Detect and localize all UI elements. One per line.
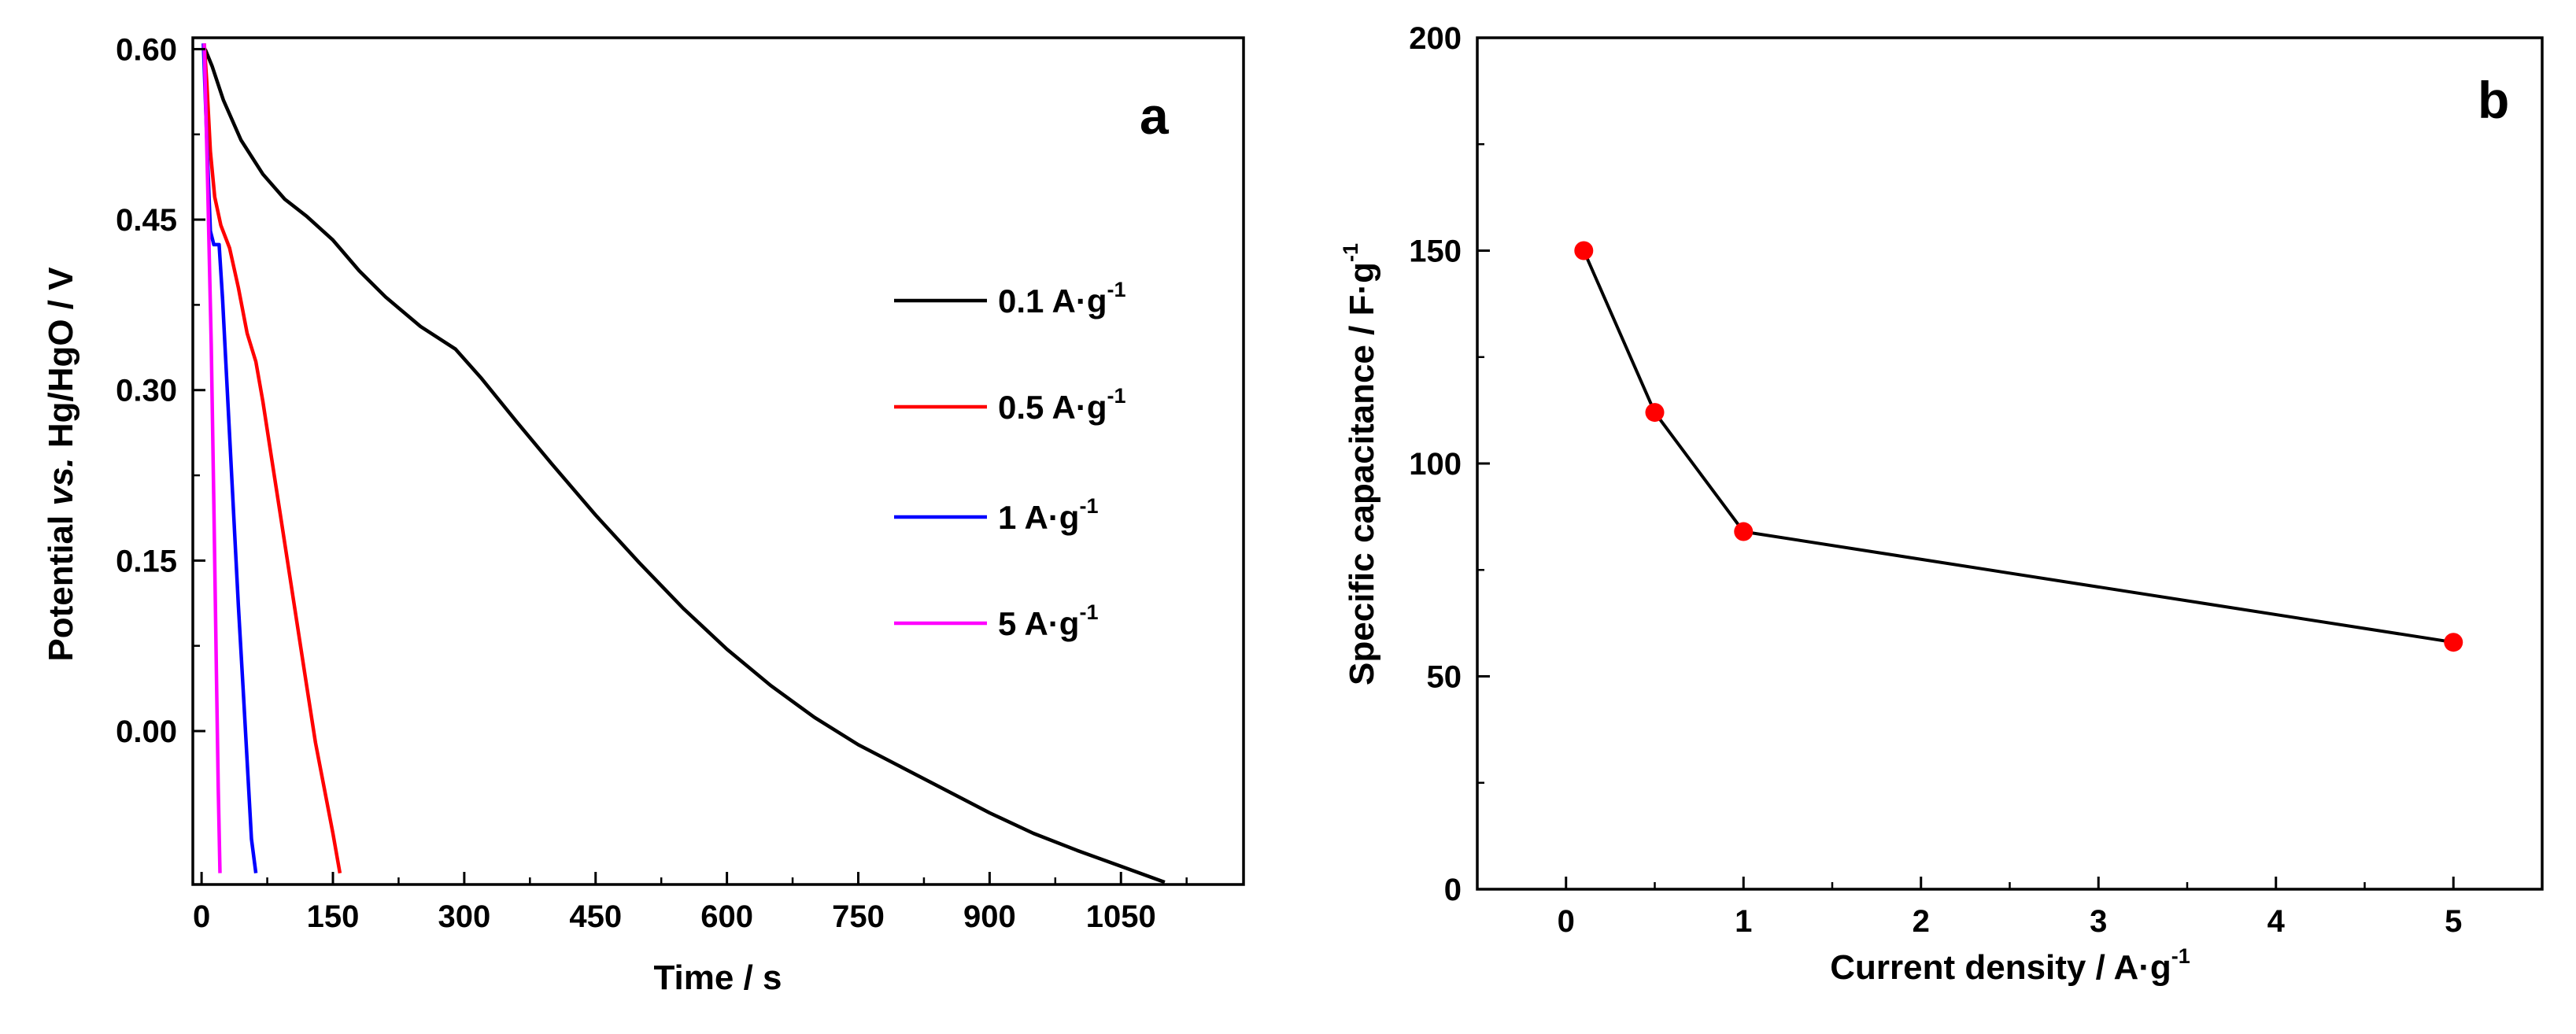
a-panel-label: a xyxy=(1140,87,1170,145)
b-y-tick-label: 50 xyxy=(1427,660,1462,695)
b-data-point xyxy=(2444,633,2463,652)
a-series-line-0 xyxy=(203,48,1166,884)
a-x-tick-label: 1050 xyxy=(1086,899,1156,934)
a-legend-entry: 1 A·g-1 xyxy=(894,494,1098,536)
b-x-tick-label: 0 xyxy=(1558,904,1575,939)
a-legend-label-0.1: 0.1 A·g-1 xyxy=(998,278,1125,319)
a-series-line-1 xyxy=(202,43,342,873)
a-legend-label-5: 5 A·g-1 xyxy=(998,600,1098,642)
b-plot-frame xyxy=(1476,36,2544,891)
a-series-line-3 xyxy=(202,43,222,873)
a-legend: 0.1 A·g-1 0.5 A·g-1 1 A·g-1 5 A·g-1 xyxy=(894,278,1125,642)
a-legend-label-1: 1 A·g-1 xyxy=(998,494,1098,536)
b-data-point xyxy=(1574,241,1594,260)
a-y-tick-label: 0.60 xyxy=(116,32,177,67)
a-legend-entry: 5 A·g-1 xyxy=(894,600,1098,642)
a-legend-entry: 0.1 A·g-1 xyxy=(894,278,1125,319)
b-y-tick-label: 200 xyxy=(1409,21,1462,56)
a-ticks: 0 150 300 450 600 750 900 1050 0.00 0.15 0.30 0.45 0… xyxy=(116,32,1188,934)
b-y-tick-label: 100 xyxy=(1409,447,1462,482)
a-legend-entry: 0.5 A·g-1 xyxy=(894,384,1125,426)
a-plot-frame xyxy=(191,36,1245,886)
b-series-line xyxy=(1582,249,2454,644)
b-data-point xyxy=(1645,403,1665,423)
b-series xyxy=(1574,241,2463,652)
b-panel-label: b xyxy=(2478,71,2509,129)
b-x-tick-label: 3 xyxy=(2090,904,2107,939)
a-x-tick-label: 750 xyxy=(832,899,885,934)
chart-a: 0 150 300 450 600 750 900 1050 0.00 0.15 0.30 0.45 0… xyxy=(42,32,1245,997)
a-x-tick-label: 0 xyxy=(193,899,210,934)
b-y-tick-label: 0 xyxy=(1444,873,1462,907)
b-x-tick-label: 1 xyxy=(1735,904,1752,939)
a-x-tick-label: 600 xyxy=(700,899,753,934)
a-y-tick-label: 0.15 xyxy=(116,544,177,578)
b-y-axis-label: Specific capacitance / F·g-1 xyxy=(1339,243,1381,685)
a-y-tick-label: 0.30 xyxy=(116,374,177,408)
b-x-tick-label: 4 xyxy=(2267,904,2286,939)
a-x-tick-label: 900 xyxy=(963,899,1016,934)
b-data-point xyxy=(1734,522,1754,541)
a-y-tick-label: 0.00 xyxy=(116,715,177,749)
a-x-tick-label: 150 xyxy=(307,899,360,934)
a-curves xyxy=(201,43,1166,884)
b-x-axis-label: Current density / A·g-1 xyxy=(1830,944,2190,987)
a-y-axis-label: Potential vs. Hg/HgO / V xyxy=(42,267,80,662)
a-y-tick-label: 0.45 xyxy=(116,203,177,238)
a-x-axis-label: Time / s xyxy=(653,958,782,997)
a-x-tick-label: 300 xyxy=(438,899,491,934)
b-x-tick-label: 5 xyxy=(2445,904,2462,939)
a-legend-label-0.5: 0.5 A·g-1 xyxy=(998,384,1125,426)
b-x-tick-label: 2 xyxy=(1913,904,1930,939)
a-x-tick-label: 450 xyxy=(569,899,622,934)
b-y-tick-label: 150 xyxy=(1409,234,1462,269)
